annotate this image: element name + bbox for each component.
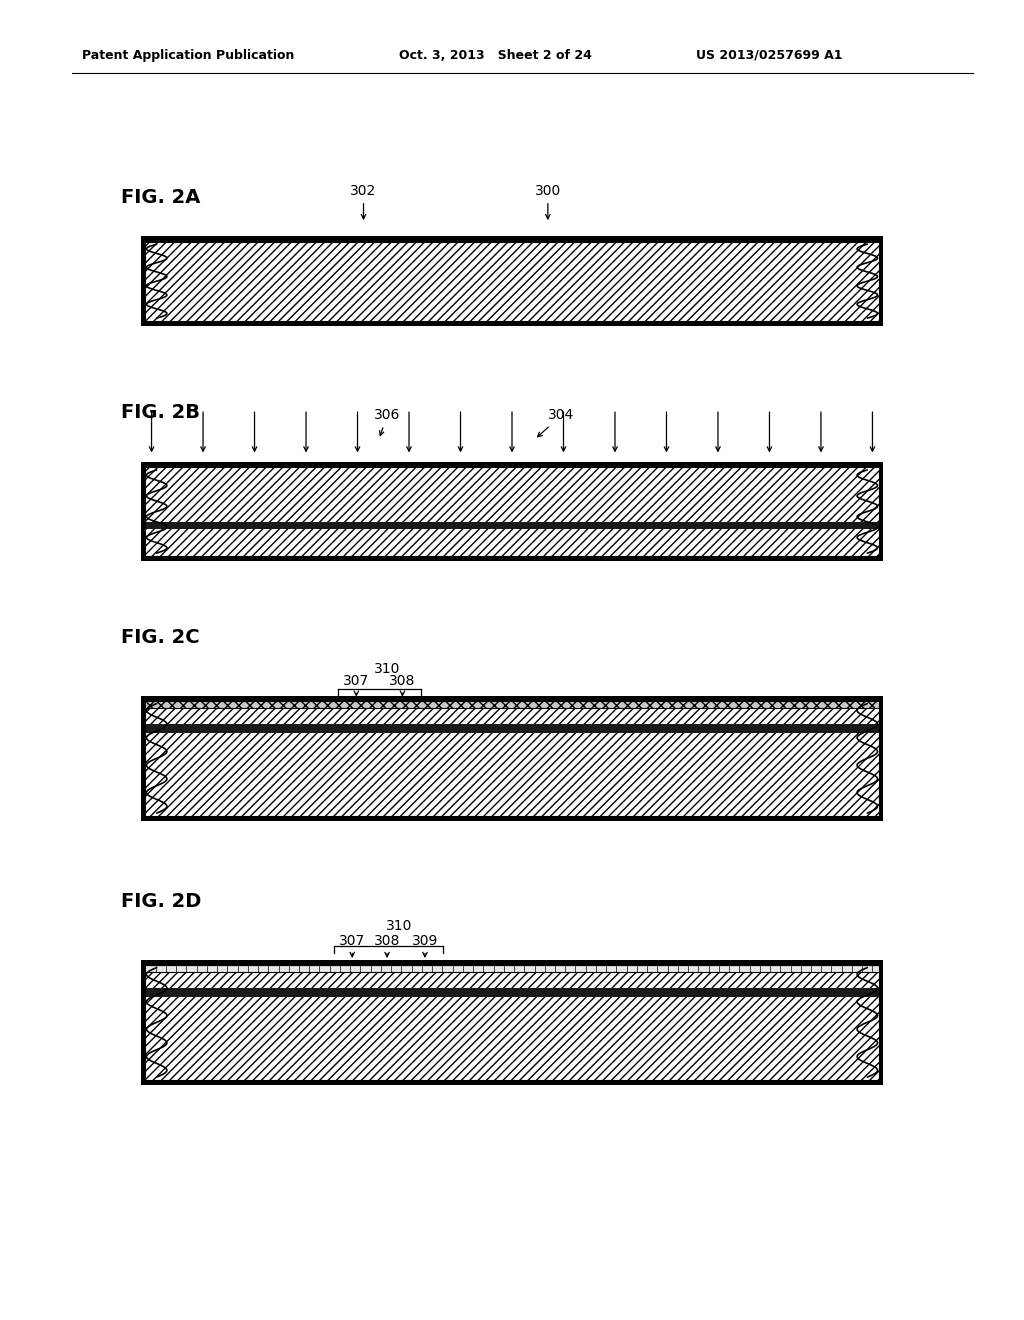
Bar xyxy=(145,989,879,997)
Bar xyxy=(145,701,879,816)
Bar xyxy=(141,696,883,821)
Text: 300: 300 xyxy=(535,183,561,219)
Bar xyxy=(145,965,879,1080)
Bar xyxy=(145,701,879,816)
Bar xyxy=(141,462,883,561)
Text: 309: 309 xyxy=(412,933,438,957)
Text: US 2013/0257699 A1: US 2013/0257699 A1 xyxy=(696,49,843,62)
Text: FIG. 2A: FIG. 2A xyxy=(121,189,201,207)
Text: 308: 308 xyxy=(374,933,400,957)
Bar xyxy=(145,242,879,321)
Text: 307: 307 xyxy=(343,673,370,696)
Text: 308: 308 xyxy=(389,673,416,696)
Text: 302: 302 xyxy=(350,183,377,219)
Text: FIG. 2B: FIG. 2B xyxy=(121,404,200,422)
Bar xyxy=(145,993,879,1080)
Text: FIG. 2C: FIG. 2C xyxy=(121,628,200,647)
Bar xyxy=(145,729,879,816)
Bar xyxy=(145,525,879,556)
Bar xyxy=(145,701,879,709)
Text: 310: 310 xyxy=(386,919,413,933)
Text: 304: 304 xyxy=(538,408,574,437)
Bar xyxy=(145,965,879,973)
Bar xyxy=(145,521,879,529)
Text: Patent Application Publication: Patent Application Publication xyxy=(82,49,294,62)
Bar xyxy=(145,467,879,556)
Text: 306: 306 xyxy=(374,408,400,436)
Bar xyxy=(145,965,879,1080)
Bar xyxy=(145,973,879,989)
Bar xyxy=(145,242,879,321)
Bar xyxy=(141,960,883,1085)
Bar xyxy=(145,467,879,521)
Text: FIG. 2D: FIG. 2D xyxy=(121,892,201,911)
Bar xyxy=(145,725,879,733)
Bar xyxy=(145,242,879,321)
Text: 310: 310 xyxy=(374,661,400,676)
Bar xyxy=(145,467,879,556)
Text: Oct. 3, 2013   Sheet 2 of 24: Oct. 3, 2013 Sheet 2 of 24 xyxy=(399,49,592,62)
Bar xyxy=(141,236,883,326)
Text: 307: 307 xyxy=(339,933,366,957)
Bar xyxy=(145,709,879,725)
